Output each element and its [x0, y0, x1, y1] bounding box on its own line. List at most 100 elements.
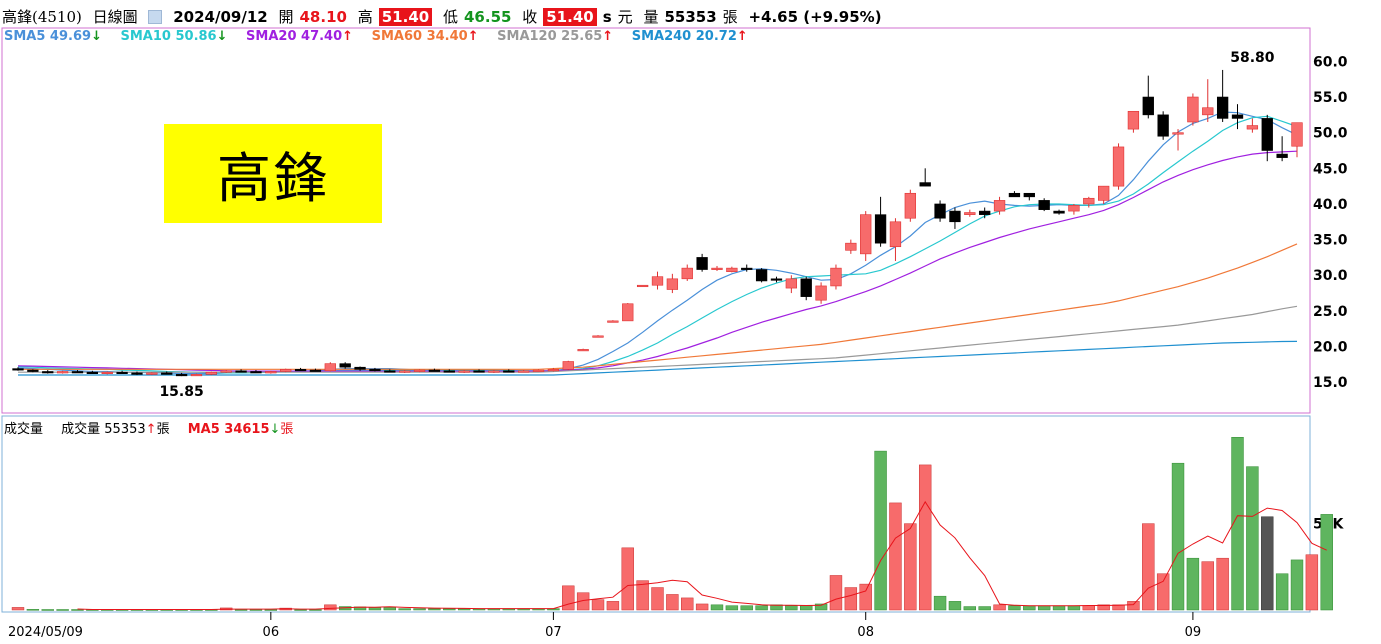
volume-bar: [1305, 554, 1319, 611]
volume-bar: [800, 605, 813, 611]
candle-up: [1291, 122, 1303, 147]
volume-legend: 成交量 成交量 55353↑張 MA5 34615↓張: [4, 418, 307, 437]
candle-down: [1216, 96, 1229, 119]
candle-up: [681, 267, 693, 280]
candle-up: [993, 200, 1006, 212]
sma5-text: SMA5 49.69: [4, 29, 92, 44]
sma240-line: [18, 340, 1298, 376]
volume-label: 量: [643, 8, 659, 26]
s-label: s: [602, 7, 612, 26]
candle-up: [1246, 125, 1259, 130]
candle-up: [607, 320, 619, 323]
date-tick-label: 08: [857, 625, 874, 640]
volume-bar: [695, 603, 709, 611]
vol-unit: 張: [156, 422, 170, 437]
candle-down: [473, 370, 485, 373]
price-tick-label: 50.0: [1313, 126, 1348, 142]
volume-bar: [1290, 559, 1304, 611]
close-label: 收: [522, 8, 538, 26]
volume-bar: [383, 607, 397, 611]
candle-down: [1261, 118, 1273, 151]
candle-down: [384, 370, 396, 373]
volume-bar: [309, 609, 322, 611]
volume-bar: [814, 603, 828, 611]
candle-up: [562, 361, 574, 370]
candle-down: [235, 370, 247, 373]
candle-down: [428, 369, 441, 372]
volume-ma-legend[interactable]: MA5 34615↓張: [188, 422, 294, 437]
candle-down: [161, 372, 173, 375]
candle-down: [770, 278, 783, 281]
candle-up: [280, 369, 292, 372]
candle-down: [294, 369, 307, 372]
candle-up: [889, 221, 902, 248]
volume-bar: [1008, 605, 1021, 611]
candle-up: [1098, 185, 1110, 201]
volume-legend-value[interactable]: 成交量 55353↑張: [61, 422, 169, 437]
stock-name-label-text: 高鋒: [217, 147, 329, 210]
volume-bar: [1052, 605, 1066, 611]
sma10-legend[interactable]: SMA10 50.86↓: [121, 29, 228, 44]
candle-up: [726, 267, 738, 272]
candle-up: [860, 214, 872, 255]
sma240-text: SMA240 20.72: [631, 29, 737, 44]
sma120-legend[interactable]: SMA120 25.65↑: [497, 29, 613, 44]
volume-bar: [606, 601, 620, 611]
volume-bars: [11, 437, 1333, 611]
sma20-legend[interactable]: SMA20 47.40↑: [246, 29, 353, 44]
candle-down: [27, 369, 39, 372]
candle-down: [1023, 192, 1035, 198]
volume-bar: [710, 604, 724, 611]
candle-down: [755, 269, 768, 282]
volume-bar: [889, 502, 902, 611]
sma10-line: [17, 115, 1298, 374]
price-annotations: 58.80 15.85: [159, 50, 1274, 400]
candle-down: [443, 370, 455, 373]
price-tick-label: 55.0: [1313, 90, 1348, 106]
volume-bar: [1037, 605, 1051, 611]
period-label[interactable]: 日線圖: [92, 8, 138, 26]
stock-name[interactable]: 高鋒(4510): [2, 8, 82, 26]
date-tick-label: 07: [545, 625, 562, 640]
volume-bar: [1216, 557, 1229, 611]
sma5-legend[interactable]: SMA5 49.69↓: [4, 29, 102, 44]
price-tick-label: 25.0: [1313, 304, 1348, 320]
candle-down: [86, 371, 99, 374]
sma-lines: [17, 111, 1298, 376]
candle-down: [369, 369, 381, 372]
volume-bar: [1097, 604, 1110, 611]
quote-date: 2024/09/12: [173, 7, 268, 26]
price-tick-label: 15.0: [1313, 375, 1348, 391]
price-tick-label: 35.0: [1313, 233, 1348, 249]
chevron-down-icon[interactable]: [148, 9, 163, 24]
open-label: 開: [278, 8, 294, 26]
volume-bar: [904, 523, 917, 611]
currency-label: 元: [617, 8, 633, 26]
candle-down: [1231, 114, 1244, 119]
volume-bar: [249, 609, 263, 611]
volume-bar: [621, 547, 634, 611]
candle-up: [146, 372, 158, 375]
sma60-legend[interactable]: SMA60 34.40↑: [372, 29, 479, 44]
volume-bar: [428, 608, 441, 611]
volume-title: 成交量: [4, 422, 44, 437]
sma120-text: SMA120 25.65: [497, 29, 603, 44]
candle-up: [205, 371, 217, 375]
volume-value: 55353: [664, 7, 717, 26]
high-label: 高: [357, 8, 373, 26]
volume-bar: [1261, 516, 1274, 611]
high-value: 51.40: [378, 7, 433, 26]
arrow-up-icon: ↑: [602, 29, 614, 44]
volume-bar: [740, 605, 753, 611]
volume-bar: [398, 608, 411, 611]
sma240-legend[interactable]: SMA240 20.72↑: [632, 29, 748, 44]
candle-down: [12, 368, 24, 371]
date-tick-label: 09: [1185, 625, 1202, 640]
candle-down: [339, 363, 351, 368]
candle-down: [800, 278, 812, 297]
price-annotation: 58.80: [1230, 50, 1275, 66]
candle-up: [547, 369, 560, 372]
volume-panel-frame: [1, 415, 1311, 613]
